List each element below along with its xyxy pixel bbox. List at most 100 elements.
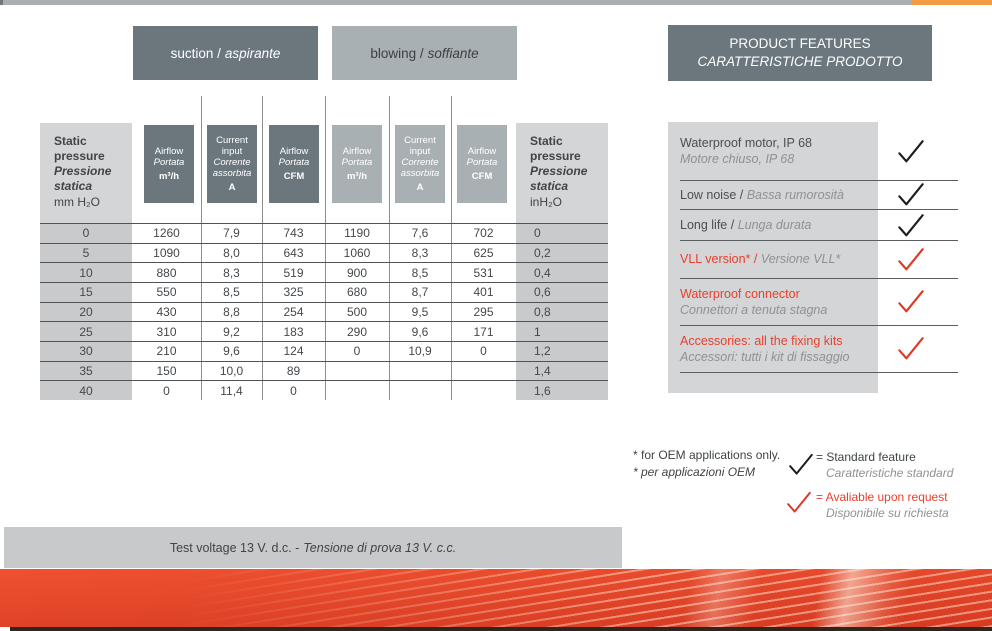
table-cell: 10,9	[408, 344, 432, 359]
table-cell: 295	[473, 304, 494, 319]
table-cell	[389, 381, 451, 400]
table-cell	[325, 381, 389, 400]
red-band-glow	[0, 569, 992, 627]
table-cell: 25	[40, 322, 132, 341]
table-cell: 5	[40, 243, 132, 263]
column-header-blowing-airflow-m3h: Airflow Portata m³/h	[332, 125, 382, 203]
table-cell: 0	[40, 224, 132, 243]
table-row: 5 1090 8,0 643 1060 8,3 625 0,2	[40, 242, 608, 263]
product-features-title-it: CARATTERISTICHE PRODOTTO	[697, 54, 903, 69]
tab-suction-label-en: suction /	[170, 45, 221, 61]
decorative-red-band	[0, 569, 992, 627]
bottom-dark-strip	[10, 627, 992, 631]
table-cell: 124	[283, 344, 304, 359]
table-cell: 8,3	[223, 265, 240, 280]
product-features-title-en: PRODUCT FEATURES	[729, 36, 871, 51]
table-column-separator	[325, 96, 326, 400]
table-row: 20 430 8,8 254 500 9,5 295 0,8	[40, 301, 608, 322]
check-red-icon	[897, 288, 925, 314]
feature-item: Low noise / Bassa rumorosità	[680, 187, 844, 202]
check-black-icon	[897, 181, 925, 207]
feature-item: Waterproof motor, IP 68 Motore chiuso, IP…	[680, 136, 813, 166]
table-cell: 0,2	[516, 243, 608, 263]
table-cell: 8,3	[411, 245, 429, 260]
table-cell: 210	[156, 344, 177, 359]
table-cell: 8,7	[411, 285, 429, 300]
table-cell: 531	[473, 265, 494, 280]
table-row: 40 0 11,4 0 1,6	[40, 380, 608, 400]
table-cell: 500	[346, 304, 368, 319]
tab-suction-label-it: aspirante	[224, 45, 281, 61]
static-pressure-header-right: Static pressure Pressione statica inH₂O	[516, 123, 608, 223]
table-cell: 20	[40, 302, 132, 322]
table-cell: 0	[353, 344, 361, 359]
table-row: 15 550 8,5 325 680 8,7 401 0,6	[40, 281, 608, 302]
table-cell: 7,9	[223, 226, 240, 241]
table-cell: 0,4	[516, 263, 608, 282]
table-cell: 30	[40, 341, 132, 361]
table-cell: 9,6	[411, 324, 429, 339]
performance-table: 0 1260 7,9 743 1190 7,6 702 0 5 1090 8,0 643 1060 8,3…	[40, 223, 608, 400]
table-cell: 183	[283, 324, 304, 339]
column-header-suction-current-input: Current input Corrente assorbita A	[207, 125, 257, 203]
check-red-icon	[786, 490, 812, 514]
check-red-icon	[897, 246, 925, 272]
table-cell: 9,6	[223, 344, 240, 359]
table-cell: 8,8	[223, 304, 240, 319]
tab-suction: suction / aspirante	[133, 26, 318, 80]
feature-divider	[680, 180, 958, 181]
column-header-blowing-airflow-cfm: Airflow Portata CFM	[457, 125, 507, 203]
table-cell: 550	[156, 285, 177, 300]
table-cell: 430	[156, 304, 177, 319]
table-cell	[389, 362, 451, 381]
table-cell: 89	[286, 363, 301, 378]
table-cell: 1	[516, 322, 608, 341]
static-pressure-header-left: Static pressure Pressione statica mm H₂O	[40, 123, 132, 223]
table-cell: 325	[283, 285, 304, 300]
table-cell: 0	[480, 344, 487, 359]
feature-item: Accessories: all the fixing kits Accessor…	[680, 333, 850, 364]
table-column-separator	[262, 96, 263, 400]
feature-divider	[680, 278, 958, 279]
tab-blowing: blowing / soffiante	[332, 26, 517, 80]
feature-divider	[680, 209, 958, 210]
table-cell: 643	[283, 245, 304, 260]
table-cell: 702	[473, 226, 494, 241]
table-cell: 519	[283, 265, 304, 280]
table-column-separator	[201, 96, 202, 400]
feature-item: Waterproof connector Connettori a tenuta …	[680, 286, 828, 317]
table-row: 10 880 8,3 519 900 8,5 531 0,4	[40, 262, 608, 282]
table-cell: 1190	[344, 226, 370, 241]
table-cell: 1,6	[516, 381, 608, 400]
table-cell	[451, 381, 516, 400]
tab-blowing-label-en: blowing /	[370, 45, 424, 61]
column-header-blowing-current-input: Current input Corrente assorbita A	[395, 125, 445, 203]
table-cell: 8,5	[411, 265, 429, 280]
table-row: 30 210 9,6 124 0 10,9 0 1,2	[40, 340, 608, 361]
table-column-separator	[389, 96, 390, 400]
feature-item: Long life / Lunga durata	[680, 217, 812, 232]
check-black-icon	[897, 212, 925, 238]
table-cell: 9,2	[223, 324, 240, 339]
features-panel	[668, 122, 878, 393]
table-cell: 0	[290, 383, 297, 398]
table-cell: 1260	[153, 226, 180, 241]
table-cell: 900	[346, 265, 368, 280]
test-voltage-text-en: Test voltage 13 V. d.c. -	[169, 540, 300, 555]
feature-divider	[680, 240, 958, 241]
feature-item: VLL version* / Versione VLL*	[680, 252, 841, 266]
table-column-separator	[451, 96, 452, 400]
table-cell: 7,6	[411, 226, 429, 241]
table-cell: 880	[156, 265, 177, 280]
column-header-suction-airflow-m3h: Airflow Portata m³/h	[144, 125, 194, 203]
top-strip-dark-tick	[0, 0, 3, 5]
table-cell: 743	[283, 226, 304, 241]
product-features-header: PRODUCT FEATURES CARATTERISTICHE PRODOTT…	[668, 25, 932, 81]
table-cell: 254	[283, 304, 304, 319]
table-row: 0 1260 7,9 743 1190 7,6 702 0	[40, 223, 608, 243]
table-cell: 10,0	[219, 363, 244, 378]
table-cell: 8,0	[223, 245, 240, 260]
table-cell: 625	[473, 245, 494, 260]
table-cell	[325, 362, 389, 381]
